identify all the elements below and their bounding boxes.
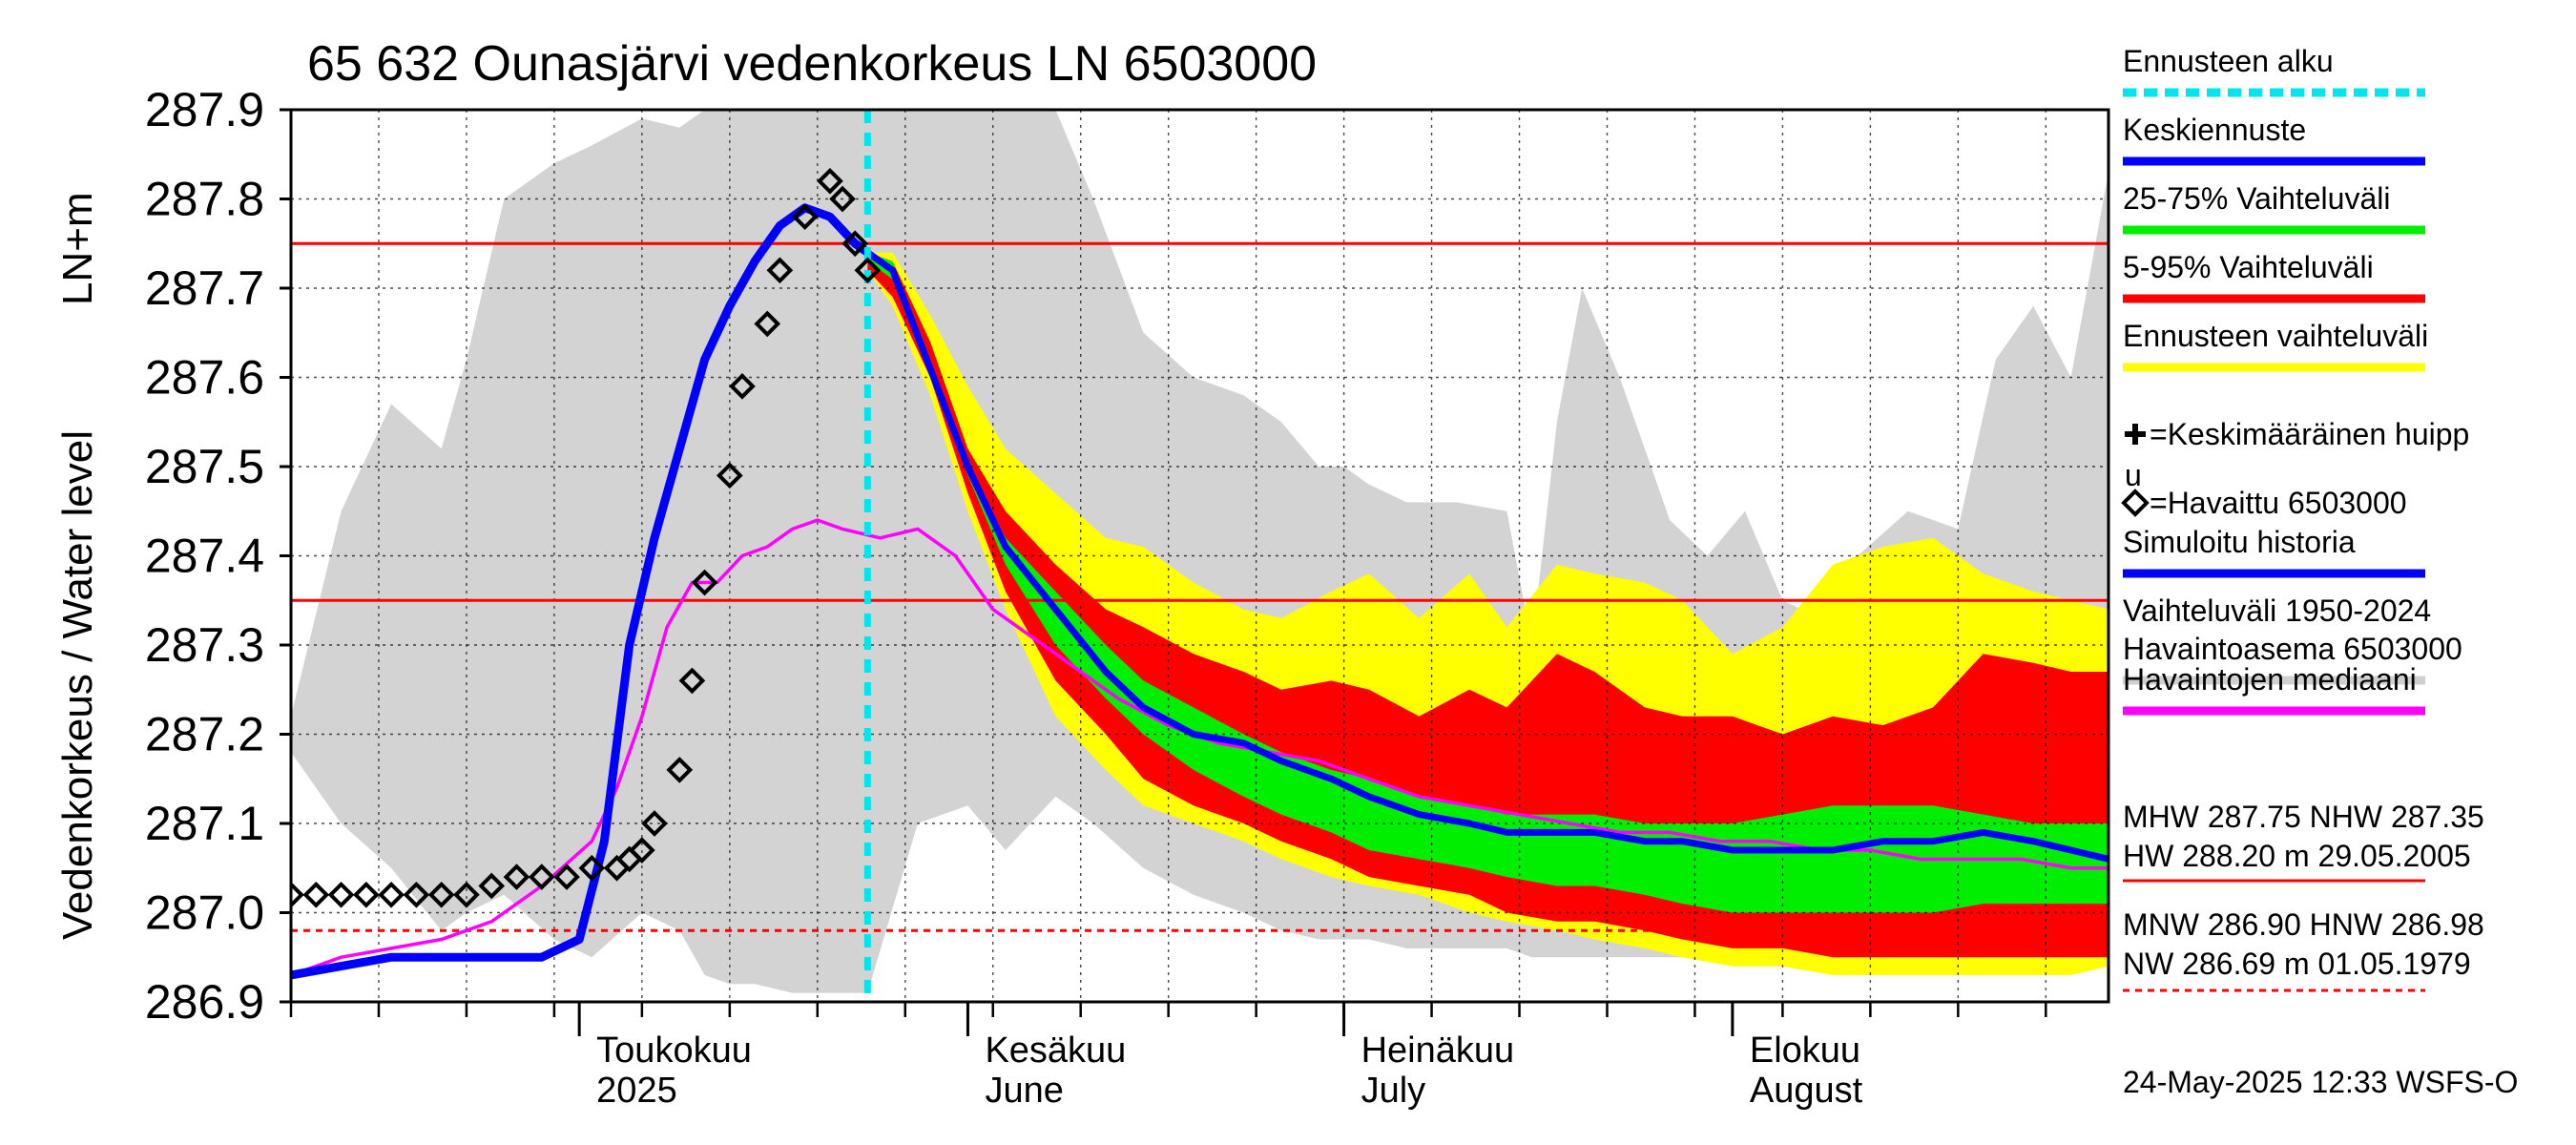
- observed-point: [691, 569, 718, 596]
- y-tick-label: 287.6: [145, 351, 264, 405]
- x-month-label-fi: Kesäkuu: [985, 1030, 1126, 1071]
- observed-point: [378, 881, 405, 908]
- observed-point: [666, 757, 694, 783]
- legend-label-cont: u: [2125, 458, 2142, 492]
- y-tick-label: 287.8: [145, 173, 264, 226]
- y-tick-label: 287.5: [145, 440, 264, 493]
- observed-point: [841, 230, 869, 258]
- observed-point: [829, 185, 856, 213]
- y-tick-label: 287.4: [145, 530, 264, 583]
- observed-point: [817, 167, 843, 195]
- stats-line-1: MHW 287.75 NHW 287.35: [2123, 800, 2484, 834]
- stats-line-4: NW 286.69 m 01.05.1979: [2123, 947, 2471, 981]
- observed-point: [453, 881, 480, 908]
- stats-line-2: HW 288.20 m 29.05.2005: [2123, 839, 2471, 873]
- x-month-label-fi: Heinäkuu: [1361, 1030, 1515, 1071]
- observed-point: [766, 257, 794, 284]
- observed-point: [629, 837, 655, 864]
- footer-timestamp: 24-May-2025 12:33 WSFS-O: [2123, 1065, 2518, 1099]
- y-tick-label: 287.9: [145, 83, 264, 136]
- y-tick-label: 287.2: [145, 708, 264, 761]
- legend-label: Ennusteen vaihteluväli: [2123, 319, 2428, 353]
- x-month-label-en: 2025: [596, 1071, 677, 1111]
- observed-point: [716, 462, 743, 489]
- observed-point: [854, 257, 882, 284]
- observed-point: [729, 373, 756, 400]
- median-line: [291, 518, 2109, 977]
- plot-area: [291, 110, 2109, 1002]
- legend-diamond-icon: [2121, 489, 2150, 517]
- legend-label: 25-75% Vaihteluväli: [2123, 181, 2390, 216]
- y-axis-label-units: LN+m: [54, 192, 101, 305]
- observed-point: [678, 667, 706, 695]
- observed-point: [503, 864, 530, 890]
- observed-point: [403, 881, 430, 908]
- band-5-95: [867, 252, 2109, 958]
- observed-point: [641, 810, 668, 837]
- observed-point: [302, 881, 330, 908]
- x-month-label-en: July: [1361, 1071, 1426, 1111]
- legend-label-cont: Havaintoasema 6503000: [2123, 632, 2462, 666]
- y-tick-label: 287.3: [145, 618, 264, 672]
- x-month-label-fi: Toukokuu: [596, 1030, 752, 1071]
- observed-point: [427, 881, 455, 908]
- legend-label: Keskiennuste: [2123, 113, 2306, 147]
- legend-label: =Havaittu 6503000: [2150, 486, 2407, 520]
- y-tick-label: 287.0: [145, 886, 264, 940]
- stats-line-3: MNW 286.90 HNW 286.98: [2123, 907, 2484, 942]
- chart-title: 65 632 Ounasjärvi vedenkorkeus LN 650300…: [307, 36, 1317, 92]
- y-tick-label: 287.7: [145, 261, 264, 315]
- x-month-label-fi: Elokuu: [1750, 1030, 1860, 1071]
- observed-point: [478, 872, 506, 900]
- mean-forecast-line: [865, 249, 2109, 863]
- observed-point: [327, 881, 355, 908]
- legend-label: 5-95% Vaihteluväli: [2123, 250, 2374, 284]
- observed-point: [754, 310, 781, 338]
- observed-point: [553, 864, 580, 890]
- y-axis-label: Vedenkorkeus / Water level: [54, 430, 101, 940]
- observed-point: [528, 864, 555, 890]
- x-month-label-en: June: [985, 1071, 1063, 1111]
- observed-point: [291, 881, 304, 908]
- observed-point: [791, 203, 819, 231]
- observed-point: [352, 881, 380, 908]
- y-tick-label: 287.1: [145, 797, 264, 850]
- legend-label: Simuloitu historia: [2123, 525, 2356, 559]
- axes: 286.9 287.0 287.1 287.2 287.3 287.4 287.5 287.6…: [145, 83, 2110, 1111]
- band-25-75: [867, 252, 2109, 913]
- legend-label: Havaintojen mediaani: [2123, 662, 2417, 697]
- legend-plus-icon: [2125, 424, 2146, 445]
- legend-label: =Keskimääräinen huipp: [2150, 417, 2469, 451]
- legend-label: Ennusteen alku: [2123, 44, 2334, 78]
- observed-point: [578, 854, 606, 882]
- legend: Ennusteen alku Keskiennuste 25-75% Vaihtel…: [2121, 44, 2469, 716]
- y-tick-label: 286.9: [145, 975, 264, 1029]
- x-month-label-en: August: [1750, 1071, 1863, 1111]
- legend-label: Vaihteluväli 1950-2024: [2123, 593, 2431, 628]
